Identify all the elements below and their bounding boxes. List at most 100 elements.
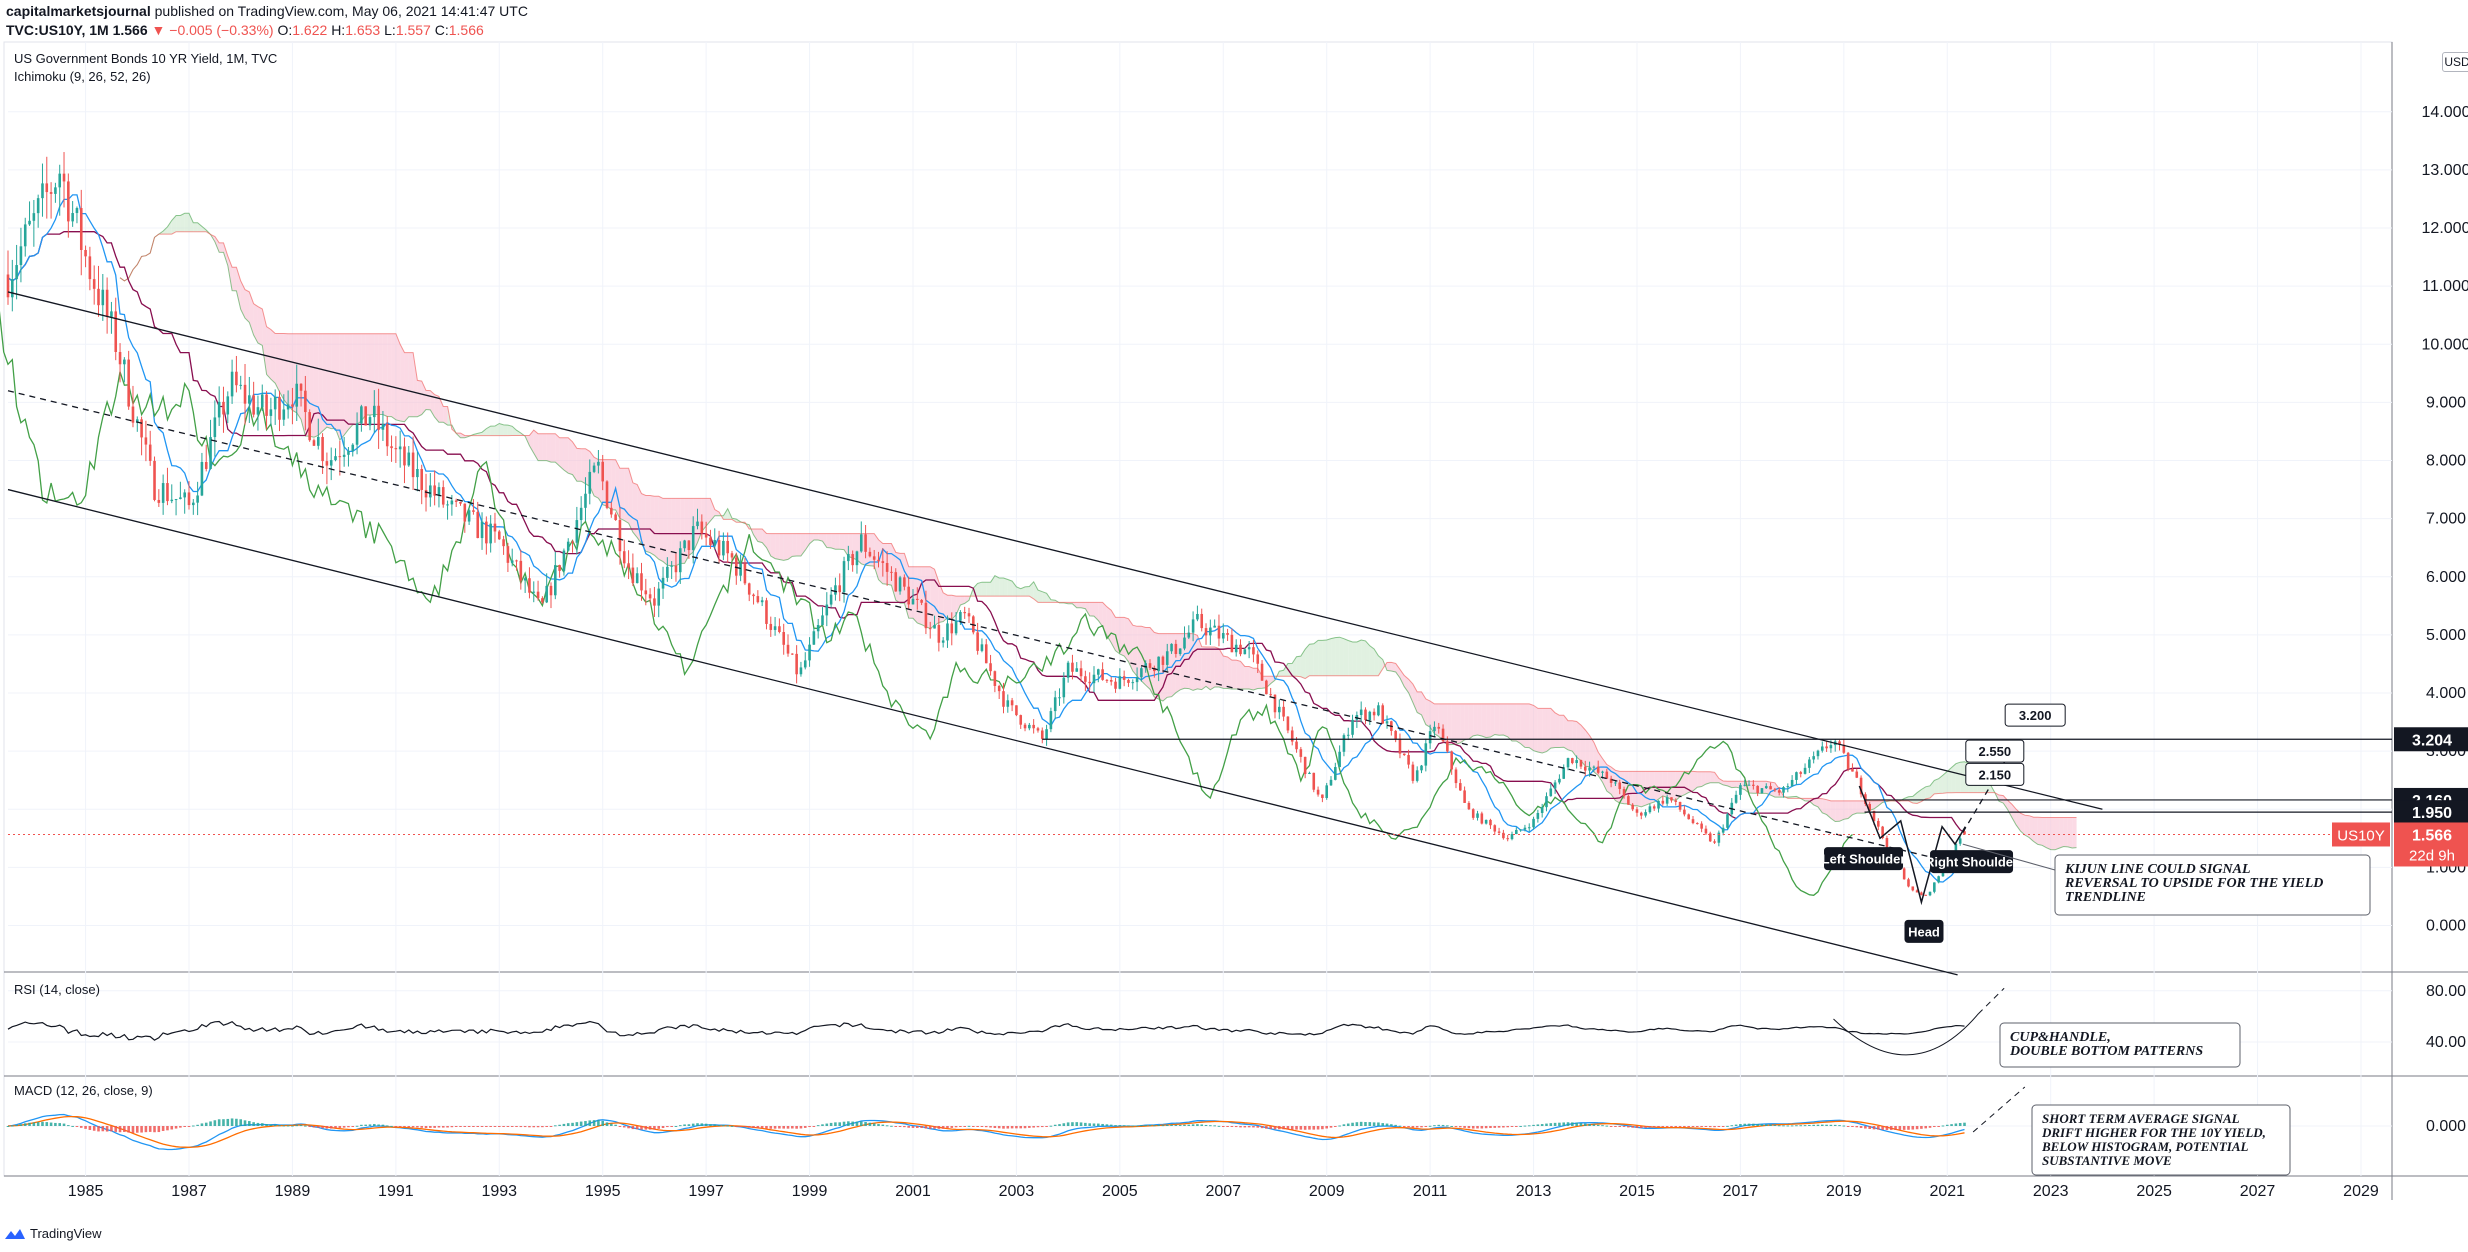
- candle-body[interactable]: [1812, 756, 1815, 760]
- candle-body[interactable]: [1036, 728, 1040, 731]
- candle-body[interactable]: [1402, 753, 1406, 756]
- candle-body[interactable]: [1071, 662, 1074, 672]
- candle-body[interactable]: [1575, 760, 1578, 764]
- candle-body[interactable]: [269, 409, 273, 416]
- candle-body[interactable]: [1674, 800, 1678, 802]
- candle-body[interactable]: [739, 563, 742, 576]
- candle-body[interactable]: [1635, 809, 1639, 813]
- candle-body[interactable]: [683, 540, 686, 549]
- candle-body[interactable]: [1864, 794, 1867, 804]
- candle-body[interactable]: [131, 406, 135, 423]
- candle-body[interactable]: [437, 487, 441, 496]
- candle-body[interactable]: [170, 499, 174, 502]
- candle-body[interactable]: [1226, 633, 1229, 635]
- candle-body[interactable]: [1394, 730, 1397, 739]
- candle-body[interactable]: [1015, 705, 1018, 716]
- candle-body[interactable]: [1118, 676, 1122, 689]
- candle-body[interactable]: [1006, 700, 1010, 707]
- right-shoulder-label-box[interactable]: [1930, 850, 2014, 874]
- candle-body[interactable]: [735, 557, 738, 576]
- candle-body[interactable]: [1851, 768, 1854, 772]
- candle-body[interactable]: [213, 417, 217, 438]
- candle-body[interactable]: [299, 383, 303, 391]
- candle-body[interactable]: [575, 520, 579, 543]
- candle-body[interactable]: [722, 540, 725, 556]
- candle-body[interactable]: [347, 451, 350, 455]
- left-shoulder-label-box[interactable]: [1824, 847, 1904, 871]
- candle-body[interactable]: [950, 623, 954, 634]
- candle-body[interactable]: [691, 526, 695, 551]
- candle-body[interactable]: [235, 371, 238, 386]
- candle-body[interactable]: [1527, 827, 1531, 829]
- candle-body[interactable]: [717, 540, 721, 556]
- candle-body[interactable]: [1252, 647, 1255, 655]
- candle-body[interactable]: [1881, 826, 1884, 839]
- candle-body[interactable]: [791, 653, 794, 655]
- candle-body[interactable]: [11, 279, 14, 298]
- candle-body[interactable]: [1648, 806, 1652, 813]
- candle-body[interactable]: [204, 462, 208, 469]
- candle-body[interactable]: [62, 173, 66, 182]
- candle-body[interactable]: [489, 523, 492, 544]
- candle-body[interactable]: [1911, 886, 1915, 891]
- candle-body[interactable]: [1691, 819, 1695, 824]
- candle-body[interactable]: [1652, 806, 1656, 809]
- candle-body[interactable]: [1364, 709, 1367, 721]
- candle-body[interactable]: [476, 511, 480, 539]
- candle-body[interactable]: [351, 444, 355, 452]
- candle-body[interactable]: [243, 384, 247, 404]
- candle-body[interactable]: [429, 485, 432, 498]
- candle-body[interactable]: [209, 437, 212, 469]
- candle-body[interactable]: [1239, 644, 1242, 655]
- candle-body[interactable]: [278, 396, 281, 420]
- macd-pane-title[interactable]: MACD (12, 26, close, 9): [14, 1083, 153, 1098]
- candle-body[interactable]: [144, 437, 148, 445]
- candle-body[interactable]: [829, 594, 833, 605]
- candle-body[interactable]: [1907, 879, 1910, 887]
- candle-body[interactable]: [1601, 771, 1604, 773]
- candle-body[interactable]: [1614, 782, 1617, 784]
- candle-body[interactable]: [614, 514, 617, 521]
- candle-body[interactable]: [385, 423, 389, 447]
- candle-body[interactable]: [1032, 724, 1035, 729]
- candle-body[interactable]: [1187, 632, 1191, 638]
- candle-body[interactable]: [868, 551, 872, 557]
- candle-body[interactable]: [1153, 667, 1156, 672]
- candle-body[interactable]: [661, 577, 665, 589]
- candle-body[interactable]: [528, 578, 531, 593]
- price-level-tag[interactable]: [2394, 800, 2468, 825]
- candle-body[interactable]: [1329, 779, 1333, 786]
- candle-body[interactable]: [1424, 743, 1428, 766]
- candle-body[interactable]: [1377, 705, 1380, 716]
- candle-body[interactable]: [200, 462, 204, 496]
- candle-body[interactable]: [1803, 767, 1807, 774]
- candle-body[interactable]: [110, 311, 113, 317]
- candle-body[interactable]: [19, 246, 23, 266]
- candle-body[interactable]: [1338, 751, 1341, 768]
- candle-body[interactable]: [1553, 782, 1557, 789]
- candle-body[interactable]: [1148, 663, 1152, 668]
- candle-body[interactable]: [1109, 679, 1113, 682]
- candle-body[interactable]: [1777, 790, 1781, 793]
- candle-body[interactable]: [864, 534, 867, 552]
- candle-body[interactable]: [373, 405, 376, 418]
- candle-body[interactable]: [536, 591, 540, 599]
- candle-body[interactable]: [726, 540, 729, 554]
- candle-body[interactable]: [1713, 841, 1716, 843]
- candle-body[interactable]: [898, 577, 902, 592]
- candle-body[interactable]: [1872, 810, 1876, 821]
- candle-body[interactable]: [325, 461, 329, 466]
- candle-body[interactable]: [1256, 654, 1260, 664]
- rsi-projection-line[interactable]: [1977, 987, 2005, 1015]
- candle-body[interactable]: [1454, 769, 1458, 784]
- candle-body[interactable]: [842, 561, 846, 593]
- ichimoku-legend[interactable]: Ichimoku (9, 26, 52, 26): [14, 69, 151, 84]
- candle-body[interactable]: [1234, 644, 1238, 653]
- candle-body[interactable]: [605, 481, 609, 508]
- candle-body[interactable]: [1045, 729, 1048, 739]
- candle-body[interactable]: [1519, 829, 1522, 831]
- candle-body[interactable]: [312, 440, 316, 446]
- candle-body[interactable]: [1588, 767, 1591, 771]
- candle-body[interactable]: [1312, 772, 1316, 790]
- macd-note-box[interactable]: [2031, 1104, 2291, 1176]
